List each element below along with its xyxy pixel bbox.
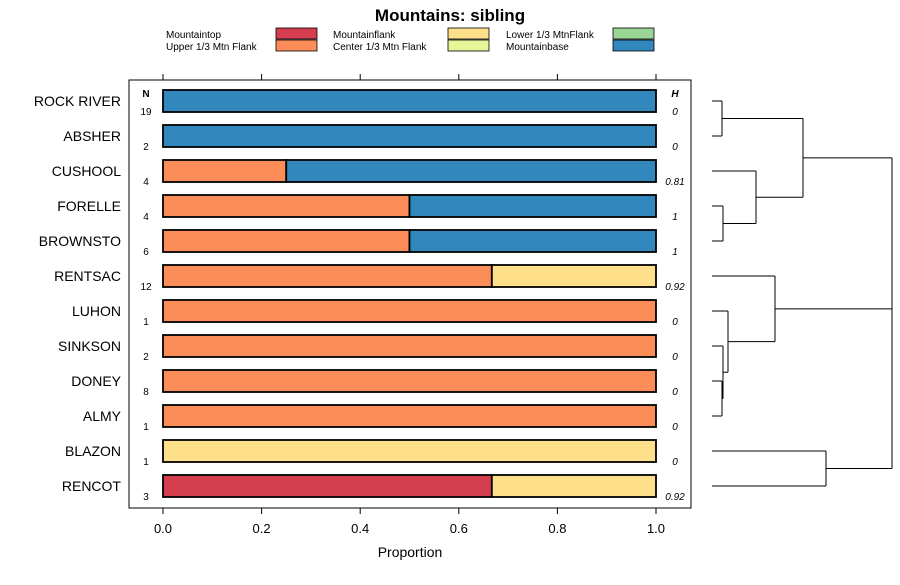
category-label: ROCK RIVER <box>34 93 121 109</box>
legend-swatch-mountainbase <box>612 39 655 52</box>
bar-segment-upper-1-3-mtn-flank <box>162 264 493 288</box>
bar-rows: ROCK RIVER 19 0 ABSHER 2 0 CUSHOOL 4 0.81 FORELLE… <box>34 89 685 503</box>
x-tick-label: 0.6 <box>450 521 468 536</box>
bar-segment-mountainbase <box>285 159 657 183</box>
dendrogram <box>712 100 893 487</box>
h-value: 0 <box>672 457 678 468</box>
h-value: 0.92 <box>665 282 685 293</box>
n-value: 6 <box>143 247 149 258</box>
h-value: 0 <box>672 107 678 118</box>
h-value: 0.81 <box>665 177 684 188</box>
x-tick-label: 0.2 <box>253 521 271 536</box>
n-value: 19 <box>140 107 152 118</box>
bar-row-blazon: BLAZON 1 0 <box>65 439 678 468</box>
n-value: 1 <box>143 422 149 433</box>
n-value: 1 <box>143 457 149 468</box>
legend-label-mountainflank: Mountainflank <box>333 30 396 41</box>
bar-row-sinkson: SINKSON 2 0 <box>58 334 678 363</box>
bar-segment-upper-1-3-mtn-flank <box>162 369 657 393</box>
bar-row-rock-river: ROCK RIVER 19 0 <box>34 89 678 118</box>
legend-swatch-lower-1-3-mtnflank <box>612 27 655 40</box>
n-value: 1 <box>143 317 149 328</box>
legend-label-mountaintop: Mountaintop <box>166 30 221 41</box>
h-value: 0 <box>672 422 678 433</box>
n-value: 12 <box>140 282 152 293</box>
bar-row-doney: DONEY 8 0 <box>71 369 678 398</box>
bar-segment-upper-1-3-mtn-flank <box>162 404 657 428</box>
n-value: 4 <box>143 177 149 188</box>
legend-label-upper-1-3-mtn-flank: Upper 1/3 Mtn Flank <box>166 42 258 53</box>
category-label: ABSHER <box>63 128 121 144</box>
legend-label-lower-1-3-mtnflank: Lower 1/3 MtnFlank <box>506 30 595 41</box>
h-value: 0 <box>672 142 678 153</box>
bar-segment-mountainbase <box>408 194 657 218</box>
n-column-header: N <box>142 89 149 100</box>
bar-segment-upper-1-3-mtn-flank <box>162 159 288 183</box>
x-tick-label: 0.0 <box>154 521 172 536</box>
category-label: SINKSON <box>58 338 121 354</box>
bar-segment-upper-1-3-mtn-flank <box>162 229 411 253</box>
bar-segment-upper-1-3-mtn-flank <box>162 299 657 323</box>
h-value: 0 <box>672 387 678 398</box>
h-value: 1 <box>672 212 678 223</box>
category-label: RENCOT <box>62 478 122 494</box>
legend-swatch-mountainflank <box>447 27 490 40</box>
x-tick-label: 1.0 <box>647 521 665 536</box>
category-label: BLAZON <box>65 443 121 459</box>
legend-swatch-center-1-3-mtn-flank <box>447 39 490 52</box>
bar-row-forelle: FORELLE 4 1 <box>57 194 678 223</box>
h-column-header: H <box>671 89 679 100</box>
bar-row-cushool: CUSHOOL 4 0.81 <box>52 159 685 188</box>
x-axis-label: Proportion <box>378 544 443 560</box>
h-value: 1 <box>672 247 678 258</box>
category-label: CUSHOOL <box>52 163 121 179</box>
n-value: 8 <box>143 387 149 398</box>
x-tick-label: 0.4 <box>351 521 369 536</box>
x-tick-label: 0.8 <box>548 521 566 536</box>
bar-row-luhon: LUHON 1 0 <box>72 299 678 328</box>
n-value: 2 <box>143 352 149 363</box>
h-value: 0 <box>672 317 678 328</box>
bar-segment-mountaintop <box>162 474 493 498</box>
category-label: FORELLE <box>57 198 121 214</box>
bar-row-rencot: RENCOT 3 0.92 <box>62 474 685 503</box>
legend-swatch-mountaintop <box>275 27 318 40</box>
plot-frame <box>128 79 692 509</box>
bar-segment-upper-1-3-mtn-flank <box>162 334 657 358</box>
legend-label-center-1-3-mtn-flank: Center 1/3 Mtn Flank <box>333 42 427 53</box>
category-label: RENTSAC <box>54 268 121 284</box>
category-label: LUHON <box>72 303 121 319</box>
n-value: 2 <box>143 142 149 153</box>
x-axis: 0.0 0.2 0.4 0.6 0.8 1.0 <box>154 74 665 536</box>
bar-segment-mountainflank <box>490 474 657 498</box>
legend-swatch-upper-1-3-mtn-flank <box>275 39 318 52</box>
chart-title: Mountains: sibling <box>375 6 525 25</box>
n-value: 4 <box>143 212 149 223</box>
bar-segment-mountainbase <box>408 229 657 253</box>
category-label: ALMY <box>83 408 122 424</box>
h-value: 0 <box>672 352 678 363</box>
n-value: 3 <box>143 492 149 503</box>
bar-segment-mountainbase <box>162 89 657 113</box>
bar-segment-mountainflank <box>162 439 657 463</box>
category-label: DONEY <box>71 373 121 389</box>
bar-segment-upper-1-3-mtn-flank <box>162 194 411 218</box>
bar-segment-mountainbase <box>162 124 657 148</box>
bar-row-almy: ALMY 1 0 <box>83 404 678 433</box>
h-value: 0.92 <box>665 492 685 503</box>
bar-row-rentsac: RENTSAC 12 0.92 <box>54 264 685 293</box>
bar-segment-mountainflank <box>490 264 657 288</box>
bar-row-brownsto: BROWNSTO 6 1 <box>39 229 678 258</box>
legend-label-mountainbase: Mountainbase <box>506 42 569 53</box>
category-label: BROWNSTO <box>39 233 121 249</box>
bar-row-absher: ABSHER 2 0 <box>63 124 678 153</box>
